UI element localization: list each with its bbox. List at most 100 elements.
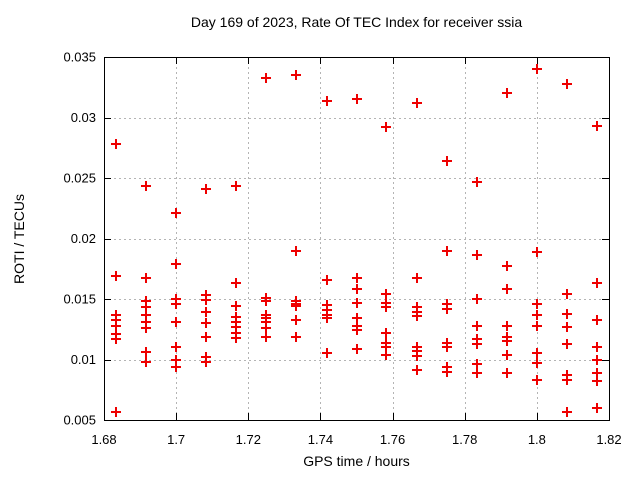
y-tick-label: 0.01: [71, 352, 96, 367]
y-axis-label: ROTI / TECUs: [11, 194, 27, 284]
data-point-marker: [532, 299, 542, 309]
data-point-marker: [171, 342, 181, 352]
data-point-marker: [412, 351, 422, 361]
data-point-marker: [472, 339, 482, 349]
data-point-marker: [532, 375, 542, 385]
data-point-marker: [442, 342, 452, 352]
data-point-marker: [381, 302, 391, 312]
data-point-marker: [502, 321, 512, 331]
data-point-marker: [532, 247, 542, 257]
data-point-marker: [291, 301, 301, 311]
data-point-marker: [472, 177, 482, 187]
y-tick-label: 0.025: [63, 171, 96, 186]
chart-title: Day 169 of 2023, Rate Of TEC Index for r…: [191, 14, 522, 30]
data-point-marker: [171, 362, 181, 372]
data-point-marker: [442, 304, 452, 314]
data-point-marker: [412, 365, 422, 375]
data-point-marker: [442, 156, 452, 166]
data-point-marker: [111, 334, 121, 344]
data-point-marker: [171, 317, 181, 327]
data-point-marker: [592, 278, 602, 288]
data-point-marker: [201, 357, 211, 367]
data-point-marker: [502, 261, 512, 271]
plot-border: [104, 57, 610, 421]
data-point-marker: [472, 368, 482, 378]
data-point-marker: [381, 122, 391, 132]
data-point-marker: [231, 333, 241, 343]
data-point-marker: [111, 271, 121, 281]
data-point-marker: [201, 295, 211, 305]
data-point-marker: [532, 348, 542, 358]
data-point-marker: [141, 357, 151, 367]
data-point-marker: [592, 376, 602, 386]
data-point-marker: [261, 332, 271, 342]
data-point-marker: [352, 284, 362, 294]
data-point-marker: [562, 79, 572, 89]
x-axis-label: GPS time / hours: [303, 453, 410, 469]
data-point-marker: [472, 359, 482, 369]
data-point-marker: [352, 344, 362, 354]
data-point-marker: [261, 296, 271, 306]
data-point-marker: [562, 375, 572, 385]
x-tick-label: 1.68: [91, 432, 116, 447]
data-point-marker: [201, 318, 211, 328]
x-tick-label: 1.7: [167, 432, 185, 447]
tick-labels: 1.68 1.7 1.72 1.74 1.76 1.78 1.8 1.82 0.005 0.01 0…: [63, 50, 621, 448]
data-point-marker: [352, 273, 362, 283]
y-tick-label: 0.035: [63, 50, 96, 65]
data-point-marker: [291, 246, 301, 256]
data-point-marker: [532, 64, 542, 74]
data-point-marker: [502, 336, 512, 346]
data-point-marker: [352, 94, 362, 104]
data-point-marker: [532, 310, 542, 320]
data-point-marker: [562, 339, 572, 349]
data-point-marker: [412, 98, 422, 108]
y-tick-label: 0.02: [71, 231, 96, 246]
data-points: [111, 64, 602, 417]
data-point-marker: [322, 313, 332, 323]
data-point-marker: [322, 348, 332, 358]
data-point-marker: [562, 289, 572, 299]
data-point-marker: [592, 315, 602, 325]
data-point-marker: [201, 332, 211, 342]
data-point-marker: [352, 298, 362, 308]
data-point-marker: [111, 139, 121, 149]
axes: [104, 57, 610, 421]
data-point-marker: [322, 275, 332, 285]
data-point-marker: [352, 325, 362, 335]
data-point-marker: [171, 208, 181, 218]
data-point-marker: [472, 250, 482, 260]
data-point-marker: [442, 367, 452, 377]
data-point-marker: [381, 328, 391, 338]
data-point-marker: [592, 403, 602, 413]
data-point-marker: [381, 289, 391, 299]
x-tick-label: 1.72: [236, 432, 261, 447]
data-point-marker: [261, 323, 271, 333]
data-point-marker: [412, 273, 422, 283]
data-point-marker: [141, 273, 151, 283]
data-point-marker: [442, 246, 452, 256]
x-tick-label: 1.76: [380, 432, 405, 447]
y-tick-label: 0.03: [71, 110, 96, 125]
data-point-marker: [291, 315, 301, 325]
data-point-marker: [502, 350, 512, 360]
x-tick-label: 1.8: [528, 432, 546, 447]
data-point-marker: [201, 307, 211, 317]
data-point-marker: [141, 323, 151, 333]
data-point-marker: [532, 358, 542, 368]
x-tick-label: 1.82: [596, 432, 621, 447]
data-point-marker: [592, 342, 602, 352]
data-point-marker: [261, 73, 271, 83]
x-tick-label: 1.78: [452, 432, 477, 447]
data-point-marker: [111, 407, 121, 417]
data-point-marker: [231, 301, 241, 311]
data-point-marker: [472, 294, 482, 304]
data-point-marker: [562, 322, 572, 332]
data-point-marker: [592, 355, 602, 365]
y-tick-label: 0.005: [63, 413, 96, 428]
data-point-marker: [502, 284, 512, 294]
grid-lines: [104, 57, 610, 421]
data-point-marker: [412, 311, 422, 321]
